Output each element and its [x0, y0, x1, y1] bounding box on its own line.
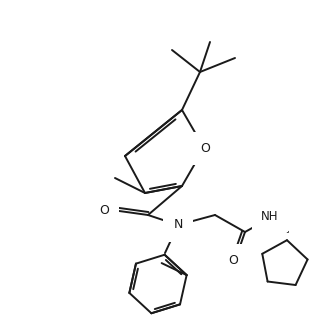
Text: N: N: [173, 218, 183, 232]
Text: O: O: [228, 253, 238, 266]
Text: O: O: [200, 142, 210, 155]
Text: O: O: [99, 204, 109, 217]
Text: NH: NH: [261, 210, 279, 223]
